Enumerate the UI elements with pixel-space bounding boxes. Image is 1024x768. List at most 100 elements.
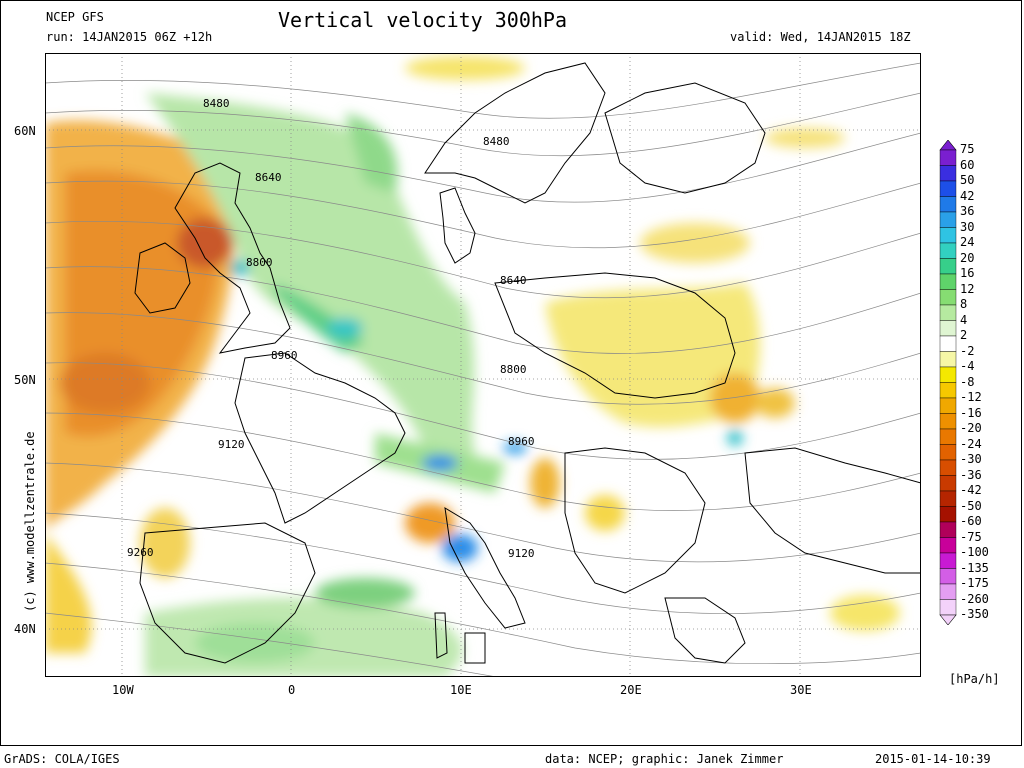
contour-label: 9120	[508, 547, 535, 560]
colorbar-label: -16	[960, 405, 982, 420]
colorbar-swatch	[939, 165, 957, 182]
colorbar-swatch	[939, 537, 957, 554]
colorbar-label: 30	[960, 219, 975, 234]
colorbar-swatch	[939, 428, 957, 445]
colorbar-label: -30	[960, 452, 982, 466]
colorbar-label: 50	[960, 173, 975, 187]
colorbar-label: 4	[960, 312, 968, 327]
colorbar-swatch	[939, 459, 957, 476]
contour-label: 8640	[500, 274, 527, 287]
map-border	[45, 53, 921, 677]
colorbar-label: -8	[960, 374, 975, 389]
colorbar-swatch	[939, 382, 957, 399]
contour-labels: 8480 8480 8640 8800 8640 8960 8800 8960 …	[127, 97, 535, 560]
colorbar-label: -20	[960, 421, 982, 435]
colorbar-swatch	[939, 227, 957, 244]
colorbar	[939, 140, 957, 625]
colorbar-swatch	[939, 583, 957, 600]
graticule	[45, 53, 921, 677]
lat-label: 50N	[14, 373, 36, 387]
colorbar-label: -42	[960, 483, 982, 497]
colorbar-swatch	[939, 475, 957, 492]
lon-label: 10W	[112, 683, 134, 697]
lon-label: 0	[288, 683, 296, 697]
colorbar-label: -24	[960, 436, 982, 451]
colorbar-label: 20	[960, 250, 975, 265]
colorbar-label: 75	[960, 142, 975, 156]
colorbar-swatch	[939, 397, 957, 414]
contour-label: 8480	[203, 97, 230, 110]
colorbar-swatch	[939, 289, 957, 306]
colorbar-swatch	[939, 258, 957, 275]
colorbar-label: -100	[960, 545, 989, 559]
contour-label: 8960	[508, 435, 535, 448]
colorbar-swatch	[939, 180, 957, 197]
contour-label: 8960	[271, 349, 298, 362]
colorbar-swatch	[939, 149, 957, 166]
model-name: NCEP GFS	[46, 10, 104, 24]
colorbar-swatches	[939, 140, 957, 625]
colorbar-label: 60	[960, 157, 975, 172]
colorbar-label: -36	[960, 467, 982, 482]
colorbar-swatch	[939, 351, 957, 368]
colorbar-swatch	[939, 490, 957, 507]
lon-label: 10E	[450, 683, 472, 697]
lat-label: 40N	[14, 622, 36, 636]
footer-credit: data: NCEP; graphic: Janek Zimmer	[545, 752, 784, 766]
colorbar-swatch	[939, 273, 957, 290]
lon-label: 20E	[620, 683, 642, 697]
contour-label: 8480	[483, 135, 510, 148]
lon-label: 30E	[790, 683, 812, 697]
colorbar-swatch	[939, 521, 957, 538]
colorbar-label: -260	[960, 591, 989, 606]
map-title: Vertical velocity 300hPa	[278, 8, 567, 32]
run-info: run: 14JAN2015 06Z +12h	[46, 30, 213, 44]
footer-timestamp: 2015-01-14-10:39	[875, 752, 991, 766]
colorbar-label: -350	[960, 607, 989, 621]
colorbar-swatch	[939, 320, 957, 337]
colorbar-label: -4	[960, 359, 975, 373]
watermark: (c) www.modellzentrale.de	[23, 431, 37, 612]
colorbar-label: 42	[960, 188, 975, 203]
colorbar-arrow-top	[939, 140, 957, 151]
valid-time: valid: Wed, 14JAN2015 18Z	[730, 30, 911, 44]
colorbar-label: -175	[960, 576, 989, 590]
colorbar-swatch	[939, 568, 957, 585]
footer-software: GrADS: COLA/IGES	[4, 752, 120, 766]
weather-map: 8480 8480 8640 8800 8640 8960 8800 8960 …	[45, 53, 921, 677]
colorbar-swatch	[939, 444, 957, 461]
colorbar-swatch	[939, 335, 957, 352]
colorbar-swatch	[939, 506, 957, 523]
contour-label: 9120	[218, 438, 245, 451]
colorbar-swatch	[939, 242, 957, 259]
colorbar-label: -50	[960, 498, 982, 513]
colorbar-swatch	[939, 304, 957, 321]
colorbar-label: -60	[960, 514, 982, 528]
colorbar-swatch	[939, 196, 957, 213]
colorbar-label: 36	[960, 204, 975, 218]
colorbar-label: 2	[960, 328, 968, 342]
colorbar-swatch	[939, 552, 957, 569]
colorbar-swatch	[939, 413, 957, 430]
colorbar-swatch	[939, 366, 957, 383]
colorbar-arrow-bottom	[939, 614, 957, 625]
coastlines	[134, 62, 921, 664]
colorbar-label: -135	[960, 560, 989, 575]
colorbar-label: 24	[960, 235, 975, 249]
colorbar-label: 12	[960, 281, 975, 296]
height-contours	[45, 62, 921, 677]
colorbar-swatch	[939, 211, 957, 228]
colorbar-label: -75	[960, 529, 982, 544]
contour-label: 8800	[500, 363, 527, 376]
contour-label: 8800	[246, 256, 273, 269]
colorbar-label: -12	[960, 390, 982, 404]
colorbar-label: 8	[960, 297, 968, 311]
colorbar-label: 16	[960, 266, 975, 280]
lat-label: 60N	[14, 124, 36, 138]
colorbar-swatch	[939, 599, 957, 616]
colorbar-label: -2	[960, 343, 975, 358]
figure-frame	[0, 0, 1022, 746]
unit-label: [hPa/h]	[949, 672, 1000, 686]
contour-label: 9260	[127, 546, 154, 559]
contour-label: 8640	[255, 171, 282, 184]
